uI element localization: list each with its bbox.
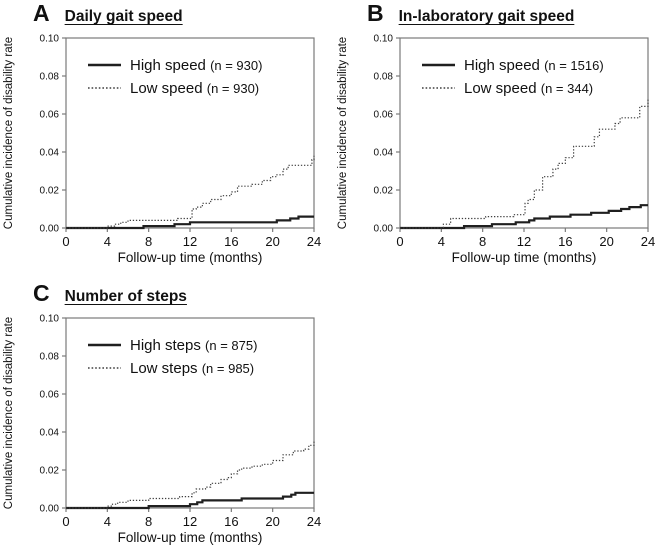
- x-tick-label: 0: [62, 234, 69, 249]
- x-tick-label: 24: [641, 234, 655, 249]
- x-tick-label: 24: [307, 234, 321, 249]
- y-tick-label: 0.06: [374, 110, 394, 121]
- x-tick-label: 12: [183, 514, 197, 529]
- y-tick-label: 0.06: [40, 110, 60, 121]
- legend-label: High speed (n = 930): [130, 57, 262, 74]
- panel-title: Number of steps: [64, 288, 187, 305]
- x-axis-label: Follow-up time (months): [118, 250, 263, 265]
- x-axis-label: Follow-up time (months): [452, 250, 597, 265]
- series-line-solid: [66, 215, 314, 230]
- y-tick-label: 0.02: [374, 186, 394, 197]
- x-axis-label: Follow-up time (months): [118, 530, 263, 545]
- series-line-solid: [400, 204, 648, 230]
- series-line-dotted: [66, 155, 315, 229]
- x-tick-label: 20: [265, 514, 279, 529]
- x-tick-label: 4: [104, 514, 111, 529]
- x-tick-label: 8: [145, 234, 152, 249]
- legend-label: Low steps (n = 985): [130, 360, 254, 377]
- panel-number-of-steps: C Number of steps Cumulative incidence o…: [0, 280, 333, 560]
- series-line-dotted: [66, 441, 315, 509]
- panel-header: C Number of steps: [33, 282, 187, 306]
- panel-header: B In-laboratory gait speed: [367, 2, 574, 26]
- y-tick-label: 0.00: [374, 224, 394, 235]
- legend-label: High steps (n = 875): [130, 337, 257, 354]
- y-tick-label: 0.00: [40, 224, 60, 235]
- legend-label: Low speed (n = 930): [130, 80, 259, 97]
- x-tick-label: 20: [265, 234, 279, 249]
- chart-daily-gait-speed: Cumulative incidence of disability rate …: [3, 34, 321, 266]
- y-tick-label: 0.08: [40, 72, 60, 83]
- x-tick-label: 20: [599, 234, 613, 249]
- x-tick-label: 0: [396, 234, 403, 249]
- legend-label: Low speed (n = 344): [464, 80, 593, 97]
- x-tick-label: 16: [224, 234, 238, 249]
- y-tick-label: 0.04: [40, 148, 60, 159]
- y-tick-label: 0.04: [374, 148, 394, 159]
- panel-header: A Daily gait speed: [33, 2, 183, 26]
- y-tick-label: 0.06: [40, 390, 60, 401]
- panel-in-laboratory-gait-speed: B In-laboratory gait speed Cumulative in…: [334, 0, 667, 280]
- y-tick-label: 0.02: [40, 186, 60, 197]
- panel-letter: B: [367, 0, 384, 26]
- chart-number-of-steps: Cumulative incidence of disability rate …: [3, 314, 321, 546]
- y-axis-label: Cumulative incidence of disability rate: [337, 37, 349, 229]
- x-tick-label: 12: [183, 234, 197, 249]
- x-tick-label: 4: [438, 234, 445, 249]
- y-tick-label: 0.08: [40, 352, 60, 363]
- y-axis-label: Cumulative incidence of disability rate: [3, 37, 15, 229]
- y-tick-label: 0.04: [40, 428, 60, 439]
- x-tick-label: 4: [104, 234, 111, 249]
- x-tick-label: 8: [145, 514, 152, 529]
- panel-title: Daily gait speed: [64, 8, 183, 25]
- y-tick-label: 0.10: [374, 34, 394, 45]
- y-tick-label: 0.10: [40, 314, 60, 325]
- y-tick-label: 0.00: [40, 504, 60, 515]
- series-line-dotted: [400, 98, 649, 229]
- x-tick-label: 24: [307, 514, 321, 529]
- legend-label: High speed (n = 1516): [464, 57, 604, 74]
- x-tick-label: 0: [62, 514, 69, 529]
- x-tick-label: 16: [224, 514, 238, 529]
- panel-letter: A: [33, 0, 50, 26]
- x-tick-label: 16: [558, 234, 572, 249]
- x-tick-label: 8: [479, 234, 486, 249]
- chart-in-laboratory-gait-speed: Cumulative incidence of disability rate …: [337, 34, 655, 266]
- y-axis-label: Cumulative incidence of disability rate: [3, 317, 15, 509]
- panel-daily-gait-speed: A Daily gait speed Cumulative incidence …: [0, 0, 333, 280]
- panel-letter: C: [33, 280, 50, 306]
- panel-title: In-laboratory gait speed: [398, 8, 575, 25]
- y-tick-label: 0.10: [40, 34, 60, 45]
- y-tick-label: 0.08: [374, 72, 394, 83]
- y-tick-label: 0.02: [40, 466, 60, 477]
- x-tick-label: 12: [517, 234, 531, 249]
- series-line-solid: [66, 491, 314, 510]
